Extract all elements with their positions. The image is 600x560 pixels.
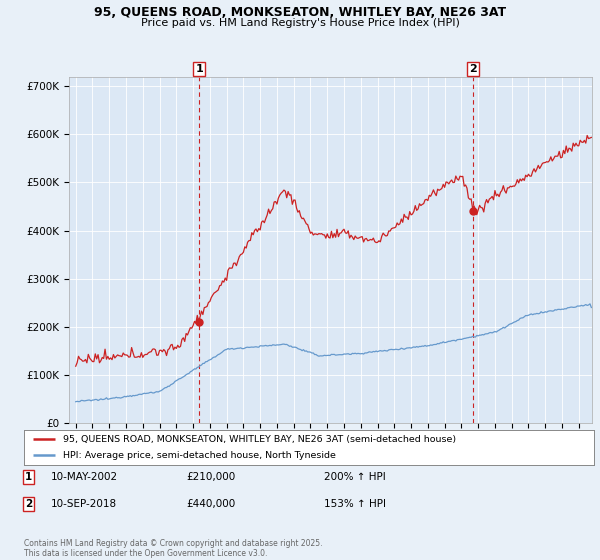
Text: 200% ↑ HPI: 200% ↑ HPI xyxy=(324,472,386,482)
Text: 10-MAY-2002: 10-MAY-2002 xyxy=(51,472,118,482)
Text: £440,000: £440,000 xyxy=(186,499,235,509)
Text: Contains HM Land Registry data © Crown copyright and database right 2025.
This d: Contains HM Land Registry data © Crown c… xyxy=(24,539,323,558)
Text: 1: 1 xyxy=(195,64,203,74)
Text: 1: 1 xyxy=(25,472,32,482)
Text: 153% ↑ HPI: 153% ↑ HPI xyxy=(324,499,386,509)
Text: 95, QUEENS ROAD, MONKSEATON, WHITLEY BAY, NE26 3AT: 95, QUEENS ROAD, MONKSEATON, WHITLEY BAY… xyxy=(94,6,506,18)
Text: £210,000: £210,000 xyxy=(186,472,235,482)
Text: Price paid vs. HM Land Registry's House Price Index (HPI): Price paid vs. HM Land Registry's House … xyxy=(140,18,460,28)
Text: 2: 2 xyxy=(25,499,32,509)
Text: HPI: Average price, semi-detached house, North Tyneside: HPI: Average price, semi-detached house,… xyxy=(63,451,335,460)
Text: 2: 2 xyxy=(469,64,477,74)
Text: 95, QUEENS ROAD, MONKSEATON, WHITLEY BAY, NE26 3AT (semi-detached house): 95, QUEENS ROAD, MONKSEATON, WHITLEY BAY… xyxy=(63,435,456,444)
Text: 10-SEP-2018: 10-SEP-2018 xyxy=(51,499,117,509)
